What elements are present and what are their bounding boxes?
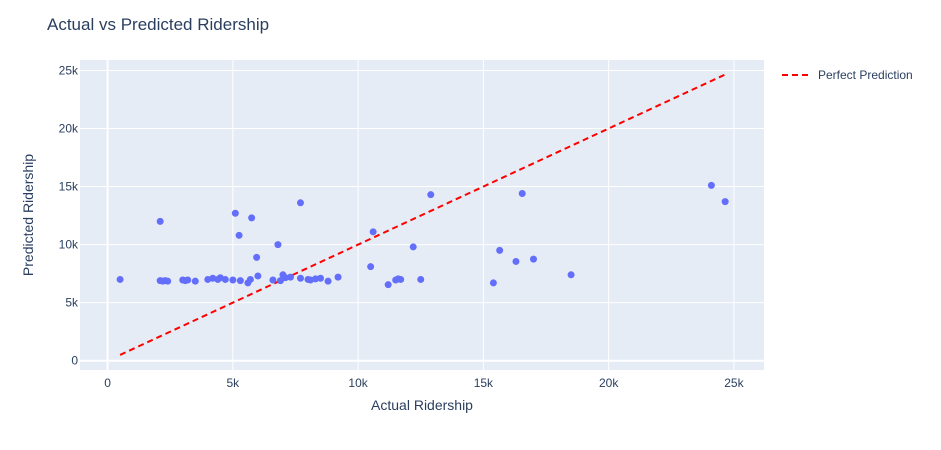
- scatter-point[interactable]: [116, 275, 124, 283]
- scatter-point[interactable]: [409, 243, 417, 251]
- legend[interactable]: Perfect Prediction: [782, 68, 913, 82]
- y-tick-label: 10k: [59, 238, 79, 252]
- scatter-point[interactable]: [254, 272, 262, 280]
- scatter-point[interactable]: [221, 275, 229, 283]
- chart-title: Actual vs Predicted Ridership: [47, 15, 269, 34]
- x-tick-label: 5k: [226, 376, 240, 390]
- x-tick-label: 25k: [724, 376, 744, 390]
- y-tick-label: 15k: [59, 180, 79, 194]
- scatter-point[interactable]: [269, 276, 277, 284]
- scatter-point[interactable]: [369, 228, 377, 236]
- scatter-point[interactable]: [512, 257, 520, 265]
- scatter-point[interactable]: [296, 274, 304, 282]
- scatter-point[interactable]: [567, 271, 575, 279]
- scatter-point[interactable]: [324, 277, 332, 285]
- y-tick-label: 20k: [59, 122, 79, 136]
- y-axis-ticks: 0 5k 10k 15k 20k 25k: [59, 63, 79, 367]
- scatter-point[interactable]: [489, 279, 497, 287]
- x-axis-title: Actual Ridership: [371, 397, 473, 413]
- scatter-point[interactable]: [518, 190, 526, 198]
- scatter-point[interactable]: [397, 275, 405, 283]
- scatter-point[interactable]: [274, 241, 282, 249]
- x-tick-label: 15k: [474, 376, 494, 390]
- x-axis-ticks: 0 5k 10k 15k 20k 25k: [104, 376, 744, 390]
- x-tick-label: 10k: [348, 376, 368, 390]
- scatter-point[interactable]: [253, 253, 261, 261]
- x-tick-label: 0: [104, 376, 111, 390]
- scatter-point[interactable]: [334, 273, 342, 281]
- scatter-point[interactable]: [496, 246, 504, 254]
- scatter-point[interactable]: [721, 198, 729, 206]
- scatter-point[interactable]: [286, 273, 294, 281]
- scatter-point[interactable]: [529, 255, 537, 263]
- scatter-point[interactable]: [317, 274, 325, 282]
- scatter-point[interactable]: [164, 277, 172, 285]
- scatter-point[interactable]: [384, 281, 392, 289]
- perfect-prediction-line: [119, 73, 726, 356]
- y-tick-label: 25k: [59, 63, 79, 77]
- y-tick-label: 5k: [65, 296, 79, 310]
- scatter-point[interactable]: [707, 181, 715, 189]
- scatter-point[interactable]: [417, 275, 425, 283]
- scatter-point[interactable]: [427, 191, 435, 199]
- scatter-point[interactable]: [296, 199, 304, 207]
- scatter-point[interactable]: [236, 277, 244, 285]
- legend-label-perfect-prediction: Perfect Prediction: [818, 68, 913, 82]
- scatter-point[interactable]: [231, 209, 239, 217]
- x-tick-label: 20k: [599, 376, 619, 390]
- data-points: [116, 181, 729, 289]
- scatter-point[interactable]: [229, 276, 237, 284]
- scatter-point[interactable]: [248, 214, 256, 222]
- scatter-point[interactable]: [191, 277, 199, 285]
- scatter-point[interactable]: [367, 263, 375, 271]
- y-tick-label: 0: [71, 354, 78, 368]
- y-axis-title: Predicted Ridership: [20, 154, 36, 276]
- scatter-point[interactable]: [246, 275, 254, 283]
- scatter-point[interactable]: [235, 231, 243, 239]
- y-gridlines: [80, 69, 764, 362]
- scatter-point[interactable]: [184, 276, 192, 284]
- scatter-point[interactable]: [156, 217, 164, 225]
